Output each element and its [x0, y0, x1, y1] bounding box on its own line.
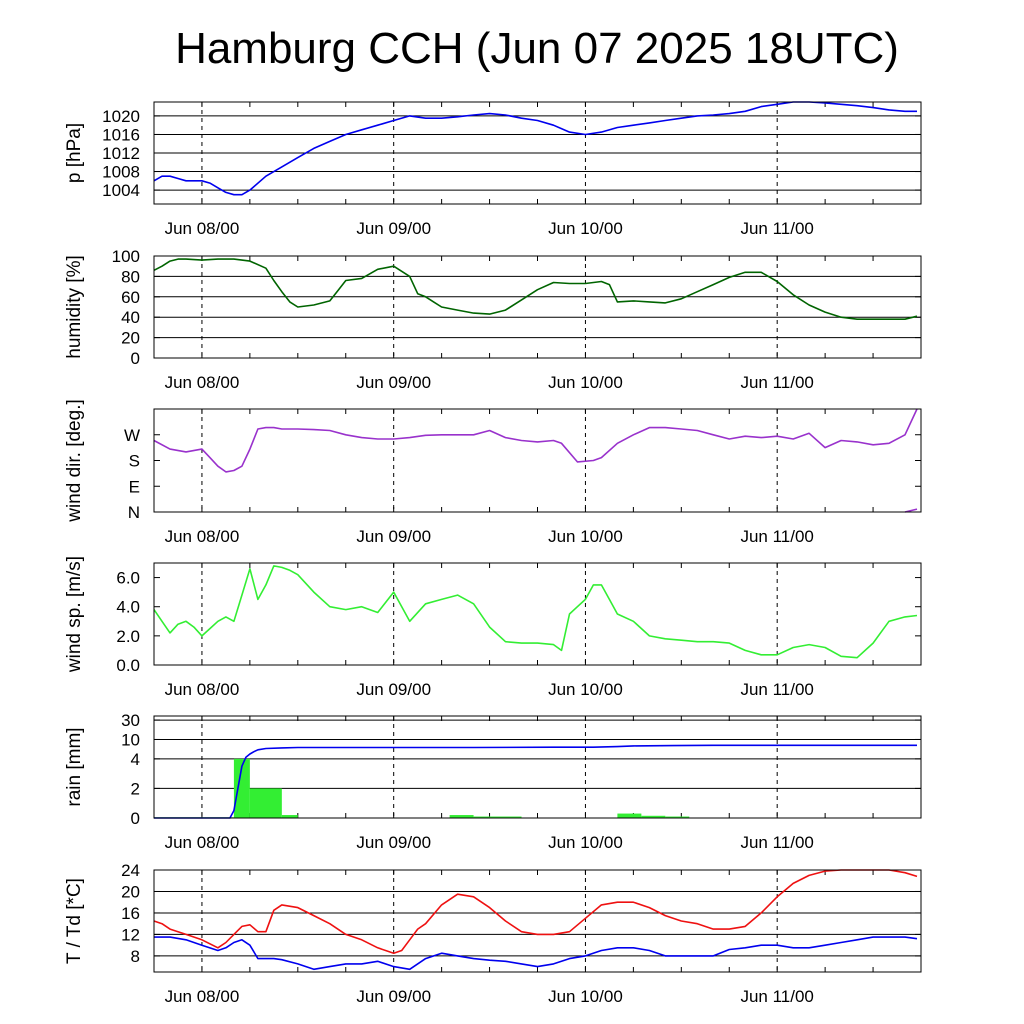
rain-bar	[250, 788, 282, 818]
y-tick-label: 0	[131, 809, 140, 828]
x-tick-label: Jun 10/00	[548, 833, 623, 852]
y-tick-label: 16	[121, 904, 140, 923]
y-tick-label: 4.0	[116, 598, 140, 617]
x-tick-label: Jun 09/00	[356, 527, 431, 546]
x-tick-label: Jun 10/00	[548, 680, 623, 699]
x-tick-label: Jun 09/00	[356, 680, 431, 699]
y-tick-label: S	[129, 452, 140, 471]
y-tick-label: 60	[121, 288, 140, 307]
y-tick-label: 1012	[102, 144, 140, 163]
dewpoint-line	[154, 937, 917, 969]
x-tick-label: Jun 11/00	[740, 373, 813, 392]
y-tick-label: 40	[121, 308, 140, 327]
y-axis-label: rain [mm]	[64, 727, 85, 806]
x-tick-label: Jun 11/00	[740, 833, 813, 852]
x-tick-label: Jun 10/00	[548, 527, 623, 546]
wind_dir-line	[154, 409, 917, 472]
x-tick-label: Jun 11/00	[740, 527, 813, 546]
x-tick-label: Jun 08/00	[165, 680, 240, 699]
y-tick-label: 24	[121, 861, 140, 880]
y-tick-label: W	[124, 426, 140, 445]
y-tick-label: 6.0	[116, 569, 140, 588]
y-tick-label: 2.0	[116, 627, 140, 646]
y-tick-label: 8	[131, 947, 140, 966]
y-axis-label: wind dir. [deg.]	[64, 399, 85, 523]
y-tick-label: 20	[121, 329, 140, 348]
x-tick-label: Jun 11/00	[740, 219, 813, 238]
y-axis-label: p [hPa]	[64, 123, 85, 183]
y-tick-label: 10	[121, 730, 140, 749]
x-tick-label: Jun 08/00	[165, 527, 240, 546]
y-tick-label: 0	[131, 349, 140, 368]
plot-frame	[154, 256, 921, 358]
x-tick-label: Jun 11/00	[740, 987, 813, 1006]
y-axis-label: wind sp. [m/s]	[64, 556, 85, 673]
y-tick-label: N	[128, 503, 140, 522]
x-tick-label: Jun 09/00	[356, 833, 431, 852]
y-axis-label: T / Td [*C]	[64, 878, 85, 964]
temperature-line	[154, 870, 917, 953]
y-tick-label: 20	[121, 882, 140, 901]
y-tick-label: 80	[121, 267, 140, 286]
x-tick-label: Jun 10/00	[548, 219, 623, 238]
x-tick-label: Jun 09/00	[356, 373, 431, 392]
y-tick-label: 1004	[102, 181, 140, 200]
x-tick-label: Jun 09/00	[356, 219, 431, 238]
y-tick-label: 0.0	[116, 656, 140, 675]
x-tick-label: Jun 08/00	[165, 219, 240, 238]
y-tick-label: 1016	[102, 125, 140, 144]
x-tick-label: Jun 10/00	[548, 373, 623, 392]
x-tick-label: Jun 09/00	[356, 987, 431, 1006]
y-tick-label: 12	[121, 925, 140, 944]
plot-frame	[154, 409, 921, 512]
wind_speed-line	[154, 566, 917, 658]
y-tick-label: 1020	[102, 107, 140, 126]
y-tick-label: E	[129, 477, 140, 496]
x-tick-label: Jun 08/00	[165, 833, 240, 852]
y-tick-label: 30	[121, 711, 140, 730]
x-tick-label: Jun 10/00	[548, 987, 623, 1006]
y-tick-label: 1008	[102, 163, 140, 182]
x-tick-label: Jun 08/00	[165, 373, 240, 392]
humidity-line	[154, 259, 917, 319]
y-tick-label: 100	[112, 247, 140, 266]
y-axis-label: humidity [%]	[64, 255, 85, 358]
rain-bar	[617, 814, 641, 818]
y-tick-label: 2	[131, 779, 140, 798]
x-tick-label: Jun 11/00	[740, 680, 813, 699]
y-tick-label: 4	[131, 750, 140, 769]
x-tick-label: Jun 08/00	[165, 987, 240, 1006]
